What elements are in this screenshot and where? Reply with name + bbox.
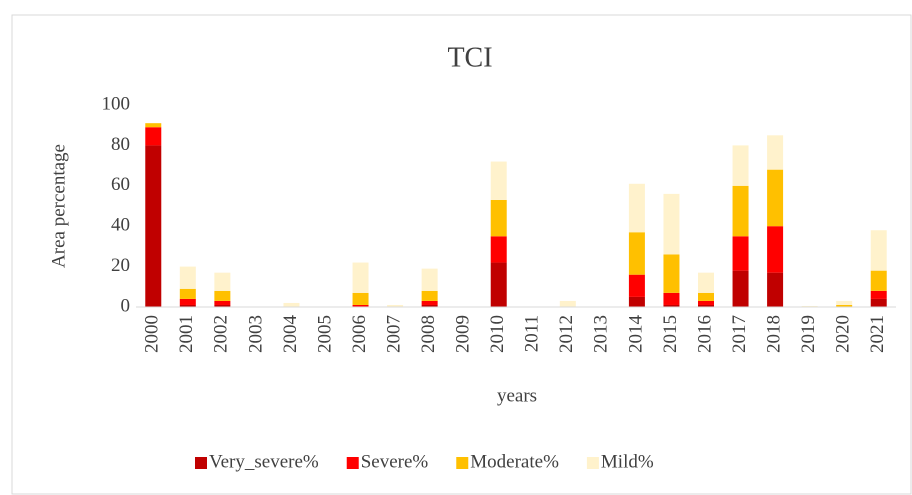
y-tick-label: 80	[111, 134, 130, 155]
bar-segment	[283, 302, 300, 307]
legend-swatch	[586, 457, 599, 469]
x-tick-label: 2012	[556, 315, 577, 353]
x-tick-label: 2004	[280, 315, 301, 354]
bar-segment	[663, 304, 680, 307]
bar-segment	[214, 272, 231, 291]
bar-segment	[421, 304, 438, 307]
bar-segment	[698, 272, 714, 293]
bar-segment	[663, 254, 680, 293]
bar-segment	[836, 304, 853, 307]
bar-segment	[628, 232, 645, 275]
chart-frame	[11, 14, 912, 495]
legend-label: Very_severe%	[209, 451, 319, 472]
y-tick-label: 20	[111, 255, 130, 276]
legend-swatch	[346, 457, 359, 469]
x-tick-label: 2006	[349, 315, 370, 353]
bar-segment	[490, 161, 507, 200]
x-tick-label: 2010	[487, 315, 508, 353]
x-tick-label: 2015	[660, 315, 681, 353]
bar-segment	[732, 270, 749, 307]
bar-segment	[179, 298, 196, 305]
legend-label: Severe%	[361, 451, 429, 472]
x-tick-label: 2019	[798, 315, 819, 353]
y-tick-label: 40	[111, 215, 130, 236]
x-tick-label: 2008	[418, 315, 439, 353]
bar-segment	[628, 183, 645, 233]
bar-segment	[698, 292, 714, 301]
bar-segment	[732, 236, 749, 271]
x-tick-label: 2014	[625, 315, 646, 354]
bar-segment	[352, 292, 369, 305]
bar-segment	[628, 296, 645, 307]
bar-segment	[767, 169, 784, 227]
bar-segment	[559, 300, 576, 307]
x-tick-label: 2009	[453, 315, 474, 353]
x-tick-label: 2001	[176, 315, 197, 353]
x-tick-label: 2018	[763, 315, 784, 353]
x-axis-label: years	[497, 385, 537, 406]
bar-segment	[698, 304, 714, 307]
bar-segment	[490, 199, 507, 237]
legend-swatch	[456, 457, 469, 469]
bar-segment	[870, 230, 887, 271]
legend-label: Moderate%	[470, 451, 559, 472]
x-tick-label: 2021	[867, 315, 888, 353]
bar-segment	[179, 304, 196, 307]
bar-segment	[214, 300, 231, 305]
legend-swatch	[195, 457, 207, 469]
bar-segment	[145, 123, 162, 128]
bar-segment	[179, 288, 196, 299]
x-tick-label: 2013	[591, 315, 612, 353]
bar-segment	[732, 185, 749, 237]
bar-segment	[698, 300, 714, 305]
bar-segment	[870, 290, 887, 299]
bar-segment	[421, 268, 438, 291]
bar-segment	[145, 127, 162, 146]
bar-segment	[421, 290, 438, 301]
bar-segment	[214, 304, 231, 307]
bar-segment	[767, 226, 784, 273]
bar-segment	[352, 262, 369, 293]
chart-title: TCI	[447, 42, 492, 73]
y-axis-label: Area percentage	[48, 144, 69, 268]
x-tick-label: 2005	[314, 315, 335, 353]
bar-segment	[352, 304, 369, 307]
x-tick-label: 2011	[522, 315, 543, 352]
x-tick-label: 2017	[729, 315, 750, 353]
legend-label: Mild%	[601, 451, 654, 472]
bar-segment	[490, 236, 507, 263]
bar-segment	[145, 145, 162, 307]
x-tick-label: 2003	[245, 315, 266, 353]
y-tick-label: 0	[121, 295, 131, 316]
bar-segment	[767, 135, 784, 170]
y-tick-label: 100	[102, 93, 131, 114]
x-tick-label: 2007	[383, 315, 404, 353]
x-tick-label: 2020	[833, 315, 854, 353]
x-tick-label: 2000	[142, 315, 163, 353]
bar-segment	[214, 290, 231, 301]
bar-segment	[870, 298, 887, 307]
bar-segment	[732, 145, 749, 186]
bar-segment	[179, 266, 196, 289]
bar-segment	[663, 292, 680, 305]
bar-segment	[663, 193, 680, 255]
bar-segment	[387, 304, 404, 307]
x-tick-label: 2016	[694, 315, 715, 353]
x-tick-label: 2002	[211, 315, 232, 353]
bar-segment	[767, 272, 784, 307]
bar-segment	[801, 305, 818, 307]
bar-segment	[490, 262, 507, 307]
y-tick-label: 60	[111, 174, 130, 195]
bar-segment	[628, 274, 645, 297]
bar-segment	[421, 300, 438, 305]
bar-segment	[870, 270, 887, 291]
bar-segment	[836, 300, 853, 305]
